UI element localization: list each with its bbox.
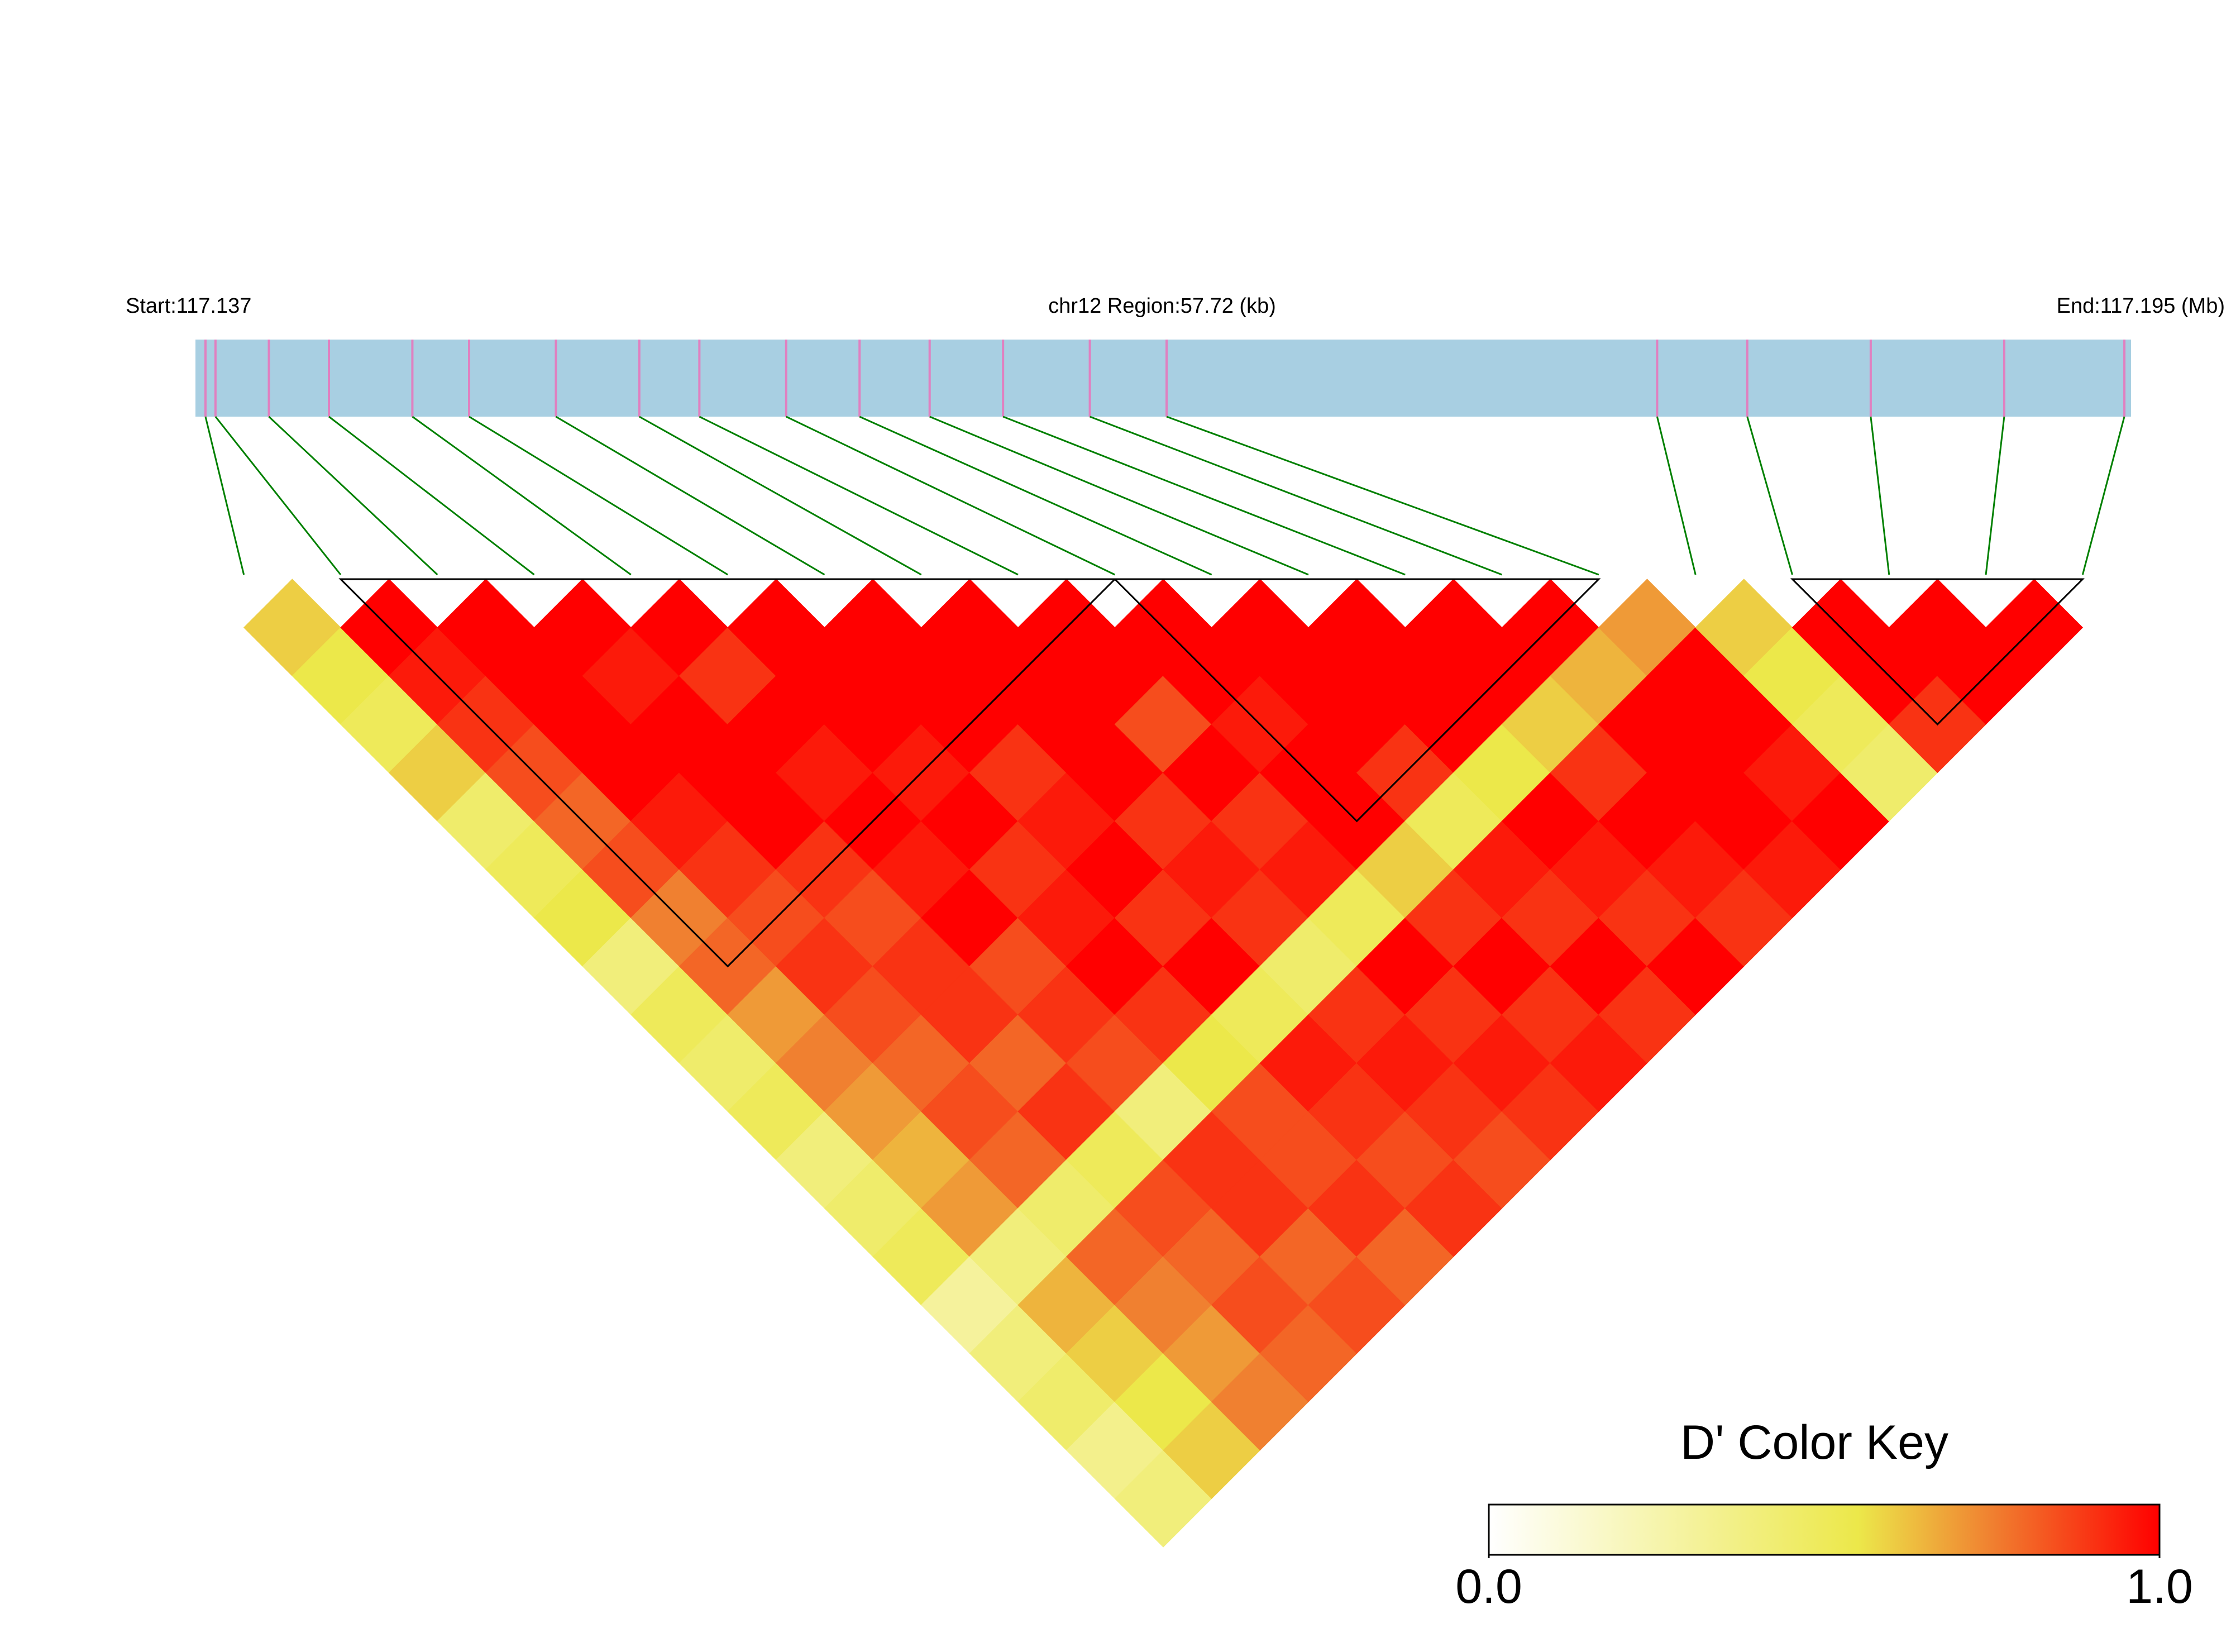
snp-link-line xyxy=(1656,416,1697,575)
snp-link-line xyxy=(929,416,1309,576)
snp-link-line xyxy=(1089,416,1503,576)
end-label: End:117.195 (Mb) xyxy=(2057,294,2225,318)
snp-link-line xyxy=(1870,416,1890,575)
snp-link-line xyxy=(1166,416,1599,576)
snp-link-line xyxy=(1746,416,1793,575)
snp-link-line xyxy=(268,416,438,576)
snp-link-line xyxy=(639,416,922,576)
position-bar xyxy=(195,340,2131,417)
snp-link-line xyxy=(2081,416,2125,575)
snp-link-line xyxy=(1985,416,2005,575)
color-key-tick-label: 0.0 xyxy=(1455,1560,1522,1613)
start-label: Start:117.137 xyxy=(126,294,251,318)
region-label: chr12 Region:57.72 (kb) xyxy=(1048,294,1276,318)
snp-link-line xyxy=(214,416,342,575)
snp-link-line xyxy=(204,416,245,575)
legend-title: D' Color Key xyxy=(1680,1416,1948,1469)
ld-block xyxy=(1790,578,2085,726)
snp-link-line xyxy=(412,416,632,576)
color-key-tick-label: 1.0 xyxy=(2126,1560,2193,1613)
ld-block xyxy=(338,578,1117,968)
snp-link-line xyxy=(859,416,1212,576)
snp-link-line xyxy=(1002,416,1406,576)
snp-link-line xyxy=(555,416,825,576)
snp-link-line xyxy=(328,416,535,576)
ld-block xyxy=(1112,578,1601,823)
snp-link-line xyxy=(469,416,728,576)
color-key xyxy=(1488,1503,2161,1556)
snp-link-line xyxy=(786,416,1115,576)
snp-link-line xyxy=(699,416,1019,576)
